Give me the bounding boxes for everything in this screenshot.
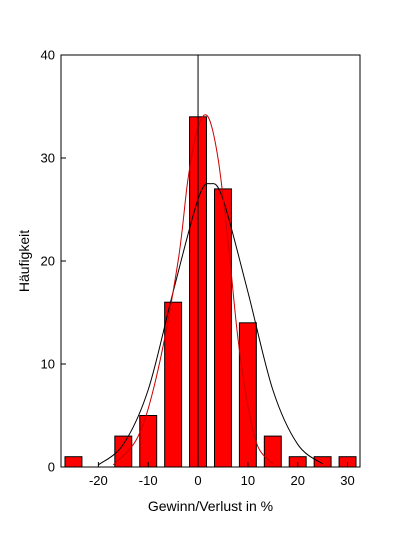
- histogram-bar: [213, 188, 232, 468]
- x-tick-label: 10: [241, 473, 255, 488]
- histogram-bar: [64, 456, 83, 468]
- histogram-bar: [238, 322, 257, 468]
- x-tick-label: 20: [290, 473, 304, 488]
- x-axis-label: Gewinn/Verlust in %: [148, 498, 273, 514]
- histogram-bar: [139, 415, 158, 468]
- histogram-bar: [263, 435, 282, 468]
- x-tick-label: -20: [89, 473, 108, 488]
- y-tick-label: 0: [48, 460, 55, 475]
- x-tick-label: 0: [194, 473, 201, 488]
- plot-frame: [60, 54, 361, 468]
- y-tick-label: 20: [41, 254, 55, 269]
- x-tick-label: -10: [139, 473, 158, 488]
- axis-ticks-group: -20 -10 0 10 20 30 0 10 20 30 40: [41, 48, 355, 489]
- fitted-curve: [98, 183, 323, 466]
- y-tick-label: 10: [41, 357, 55, 372]
- curves-group: [98, 114, 323, 466]
- bars-group: [64, 116, 357, 468]
- y-tick-label: 30: [41, 151, 55, 166]
- y-axis-label: Häufigkeit: [16, 230, 32, 292]
- fitted-curve: [112, 114, 274, 466]
- y-tick-label: 40: [41, 48, 55, 63]
- histogram-bar: [313, 456, 332, 468]
- x-tick-label: 30: [340, 473, 354, 488]
